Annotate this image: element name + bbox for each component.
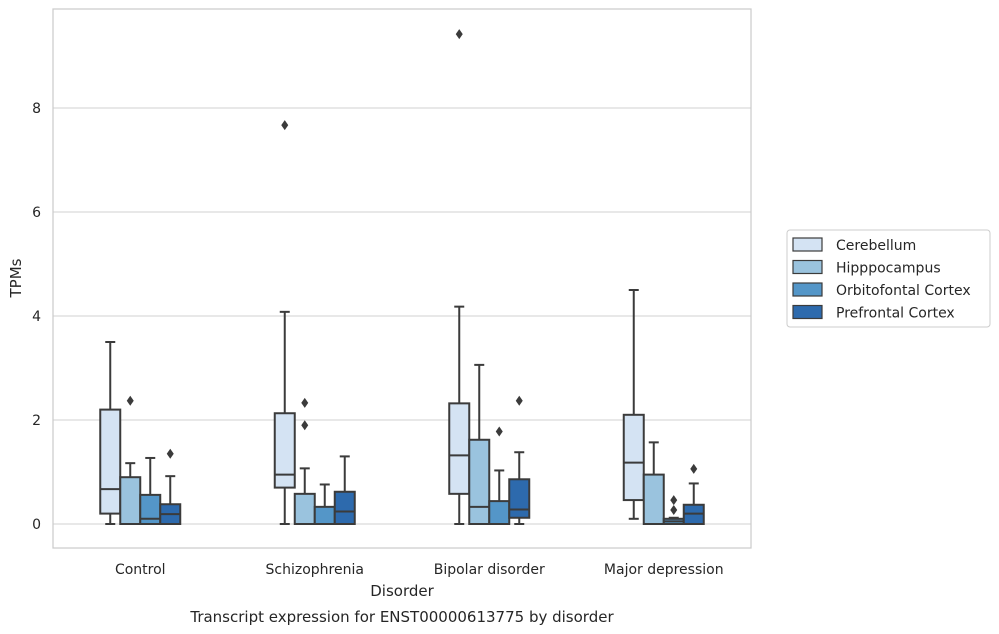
- box-prefrontal-cortex-1: [333, 455, 356, 526]
- box-body: [508, 478, 531, 519]
- legend-label: Prefrontal Cortex: [836, 306, 955, 322]
- legend-label: Cerebellum: [836, 238, 916, 254]
- y-tick-label: 2: [32, 413, 41, 429]
- legend-swatch: [792, 304, 823, 320]
- y-tick-labels: 0 2 4 6 8: [32, 101, 41, 533]
- box-cerebellum-1: [273, 120, 296, 525]
- legend-swatch: [792, 259, 823, 275]
- x-tick-label: Control: [115, 562, 166, 578]
- y-tick-label: 4: [32, 309, 41, 325]
- box-body: [448, 402, 471, 495]
- box-body: [488, 500, 511, 525]
- box-hipppocampus-0: [119, 395, 142, 526]
- box-cerebellum-0: [99, 341, 122, 525]
- box-orbitofontal-cortex-3: [662, 495, 685, 525]
- outlier-point: [455, 29, 463, 40]
- box-hipppocampus-1: [293, 397, 316, 525]
- outlier-point: [670, 495, 678, 506]
- box-body: [468, 438, 491, 526]
- y-tick-label: 6: [32, 205, 41, 221]
- outlier-point: [166, 448, 174, 459]
- x-tick-labels: Control Schizophrenia Bipolar disorder Majo…: [115, 562, 724, 578]
- legend-label: Hipppocampus: [836, 261, 941, 277]
- box-body: [333, 490, 356, 526]
- legend-frame: [786, 229, 991, 328]
- box-body: [622, 413, 645, 502]
- box-body: [273, 412, 296, 489]
- box-body: [642, 473, 665, 526]
- box-prefrontal-cortex-3: [682, 463, 705, 526]
- outlier-point: [126, 395, 134, 406]
- legend-swatch: [792, 282, 823, 297]
- outlier-point: [301, 397, 309, 408]
- box-body: [313, 505, 336, 525]
- plot-frame: [52, 8, 752, 549]
- box-cerebellum-3: [622, 289, 645, 520]
- outlier-point: [515, 395, 523, 406]
- outlier-point: [670, 504, 678, 515]
- box-orbitofontal-cortex-0: [139, 456, 162, 526]
- x-tick-label: Major depression: [604, 562, 724, 578]
- outlier-point: [301, 420, 309, 431]
- legend-swatch: [792, 237, 823, 252]
- boxes: [99, 29, 705, 526]
- plot-background: [53, 9, 751, 548]
- box-hipppocampus-3: [642, 441, 665, 526]
- box-prefrontal-cortex-2: [508, 395, 531, 525]
- outlier-point: [690, 463, 698, 474]
- box-body: [293, 492, 316, 525]
- y-axis-label: TPMs: [7, 258, 25, 298]
- box-body: [99, 408, 122, 515]
- box-body: [119, 476, 142, 526]
- legend-label: Orbitofontal Cortex: [836, 283, 971, 299]
- outlier-point: [281, 120, 289, 131]
- box-orbitofontal-cortex-2: [488, 426, 511, 525]
- chart-title: Transcript expression for ENST0000061377…: [189, 608, 614, 626]
- x-axis-label: Disorder: [370, 582, 434, 600]
- x-tick-label: Schizophrenia: [266, 562, 364, 578]
- y-tick-label: 8: [32, 101, 41, 117]
- box-prefrontal-cortex-0: [159, 448, 182, 525]
- outlier-point: [495, 426, 503, 437]
- box-orbitofontal-cortex-1: [313, 483, 336, 525]
- box-hipppocampus-2: [468, 363, 491, 526]
- x-tick-label: Bipolar disorder: [434, 562, 545, 578]
- legend: Cerebellum Hipppocampus Orbitofontal Corte…: [786, 229, 991, 328]
- y-tick-label: 0: [32, 517, 41, 533]
